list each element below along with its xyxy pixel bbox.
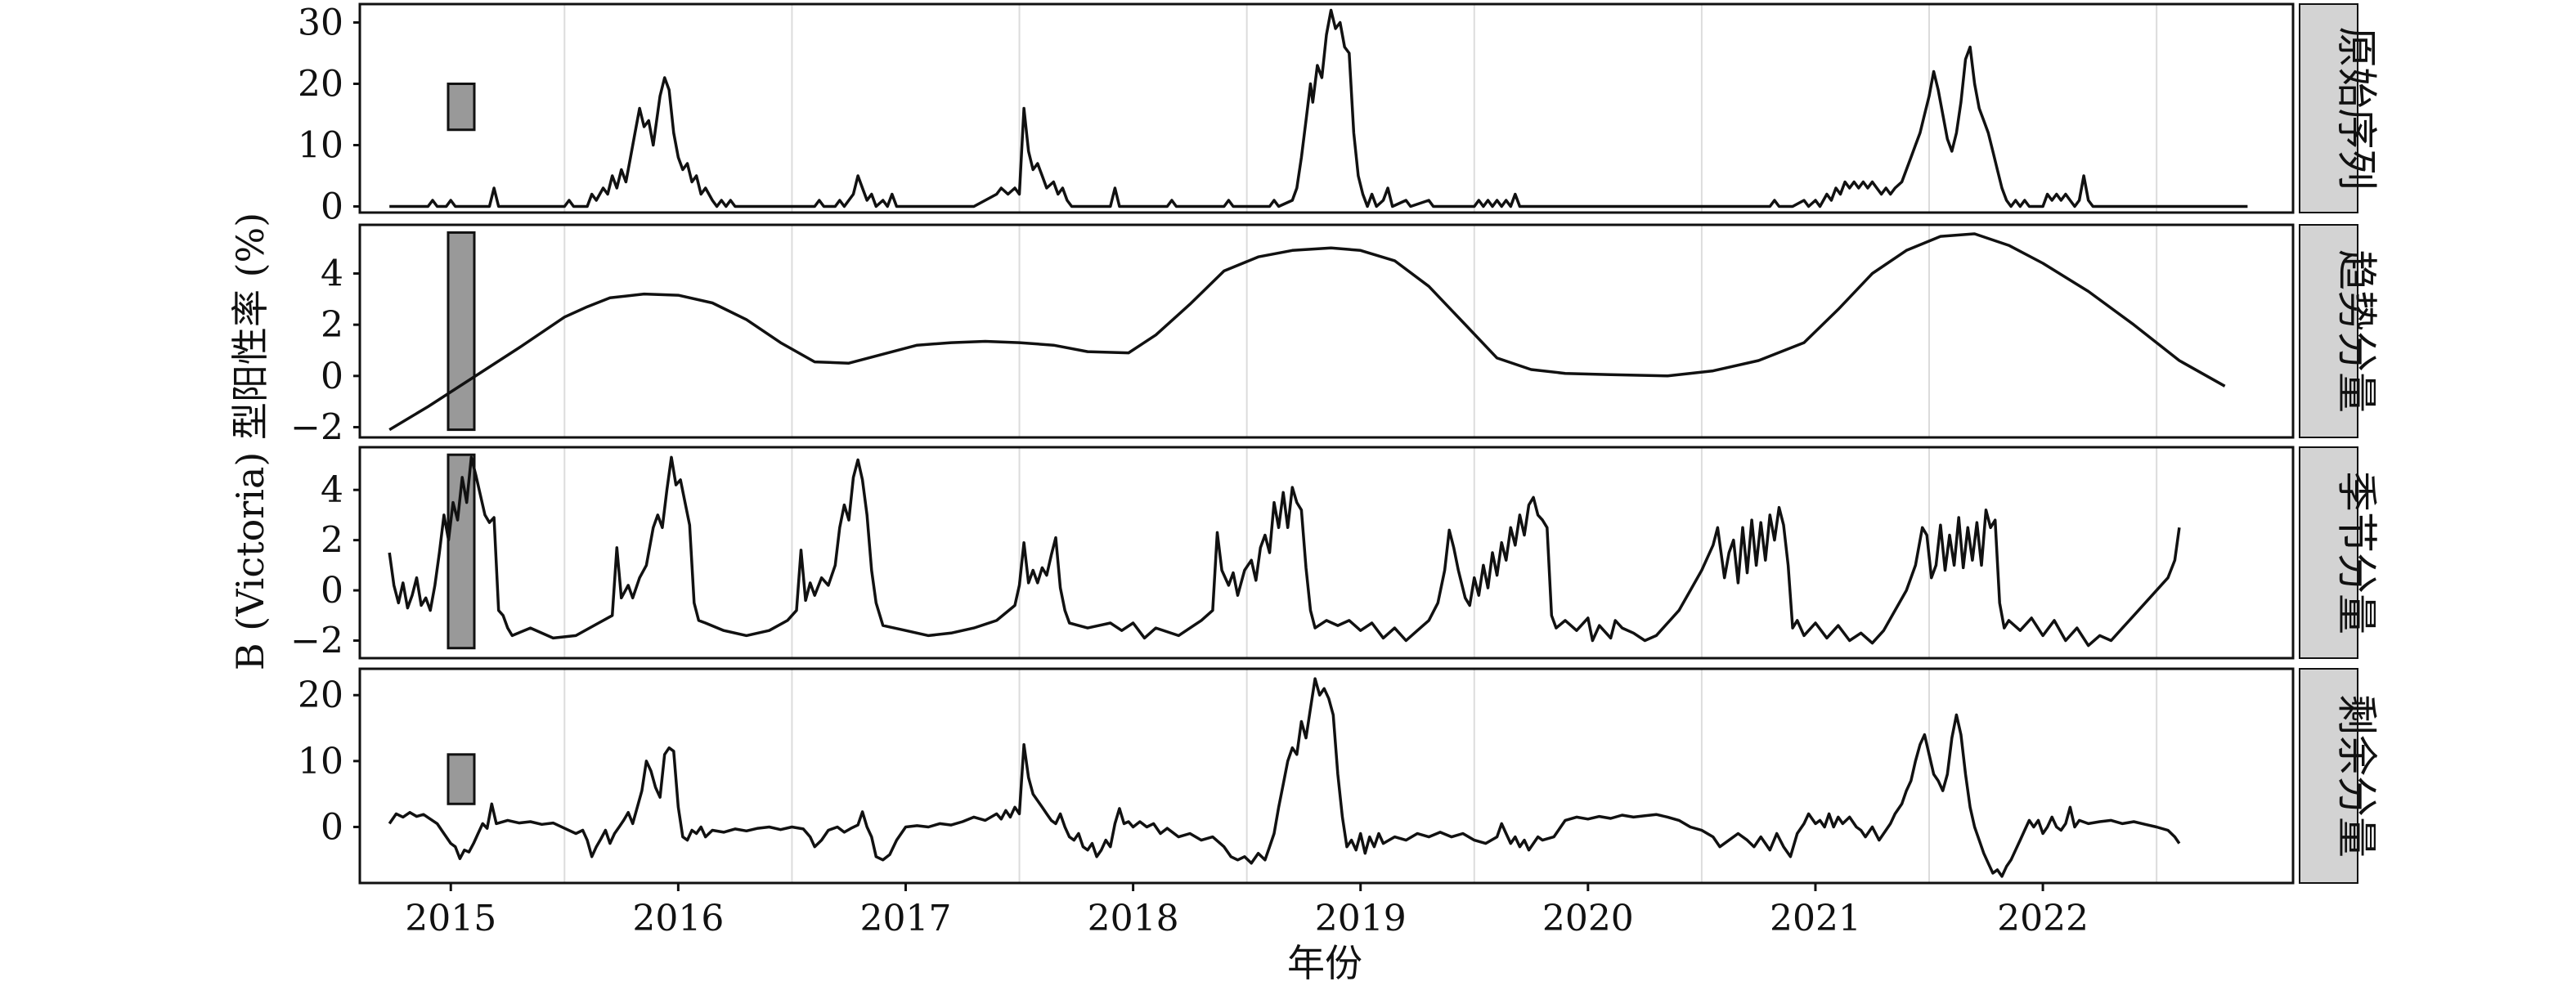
panel-frame (358, 223, 2295, 439)
x-tick-label: 2021 (1770, 898, 1861, 939)
panel-2: −2 0 2 4 趋势分量 (290, 223, 2381, 448)
x-tick-label: 2015 (405, 898, 496, 939)
y-tick-label: 20 (298, 64, 343, 105)
scale-bar (447, 231, 476, 432)
series-line (388, 232, 2226, 432)
panel-strip-label: 剩余分量 (2333, 694, 2381, 858)
y-tick-label: 20 (298, 675, 343, 716)
panel-frame (358, 667, 2295, 885)
panel-strip (2299, 224, 2358, 438)
y-tick-label: 4 (321, 253, 343, 295)
y-tick-label: 30 (298, 2, 343, 44)
x-tick-label: 2017 (859, 898, 951, 939)
y-tick-label: 0 (321, 356, 343, 397)
x-tick-label: 2019 (1315, 898, 1407, 939)
panel-strip-label: 趋势分量 (2333, 249, 2381, 413)
y-tick-label: 0 (321, 186, 343, 228)
series-line (388, 677, 2181, 878)
x-tick-label: 2016 (632, 898, 724, 939)
panel-1: 0 10 20 30 原始序列 (298, 2, 2381, 228)
panel-strip (2299, 446, 2358, 659)
panel-strip (2299, 668, 2358, 884)
panel-frame (358, 446, 2295, 660)
y-tick-label: 10 (298, 125, 343, 167)
scale-bar (447, 753, 476, 805)
y-tick-label: 0 (321, 570, 343, 612)
series-line (388, 455, 2181, 648)
series-line (389, 8, 2248, 208)
y-tick-label: 2 (321, 520, 343, 562)
y-tick-label: 10 (298, 741, 343, 782)
x-axis-label: 年份 (1287, 941, 1362, 985)
y-tick-label: 0 (321, 806, 343, 848)
panel-strip (2299, 3, 2358, 213)
y-tick-label: 4 (321, 469, 343, 511)
y-tick-label: 2 (321, 304, 343, 346)
y-tick-label: −2 (290, 406, 343, 448)
panel-strip-label: 原始序列 (2333, 27, 2381, 190)
x-axis: 2015 2016 2017 2018 2019 2020 2021 2022 (405, 883, 2089, 939)
panel-3: −2 0 2 4 季节分量 (290, 446, 2381, 662)
y-axis-label: B (Victoria) 型阳性率 (%) (228, 213, 272, 670)
panels-layer: 0 10 20 30 原始序列 −2 0 2 4 趋势分量 −2 0 2 4 季节分量 0 10 20 剩余分量 (290, 2, 2381, 885)
x-tick-label: 2020 (1542, 898, 1634, 939)
y-tick-label: −2 (290, 621, 343, 662)
panel-strip-label: 季节分量 (2333, 471, 2381, 634)
panel-4: 0 10 20 剩余分量 (298, 667, 2381, 885)
scale-bar (447, 83, 476, 132)
x-tick-label: 2022 (1997, 898, 2089, 939)
panel-frame (358, 2, 2295, 214)
x-tick-label: 2018 (1088, 898, 1179, 939)
